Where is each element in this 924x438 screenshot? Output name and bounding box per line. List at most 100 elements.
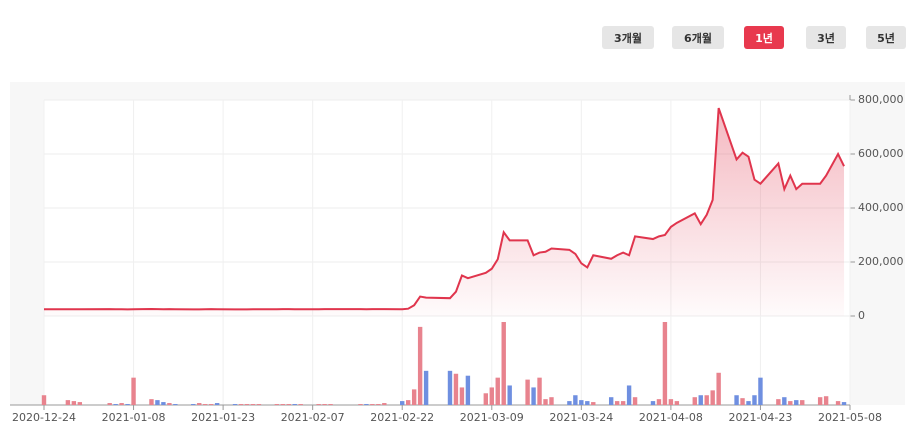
volume-bar: [411, 389, 417, 405]
volume-bar: [41, 395, 47, 405]
x-tick-label: 2021-03-24: [549, 411, 613, 424]
volume-bar: [208, 404, 214, 405]
volume-bar: [155, 400, 160, 405]
volume-bar: [531, 387, 536, 405]
volume-bar: [400, 401, 405, 405]
volume-bar: [292, 404, 297, 405]
volume-bar: [71, 401, 77, 405]
volume-bar: [453, 373, 459, 405]
volume-bar: [364, 404, 369, 405]
volume-bar: [817, 397, 823, 405]
x-tick-label: 2021-02-07: [281, 411, 345, 424]
volume-bar: [585, 401, 590, 405]
x-tick-label: 2020-12-24: [12, 411, 76, 424]
volume-bar: [537, 377, 542, 405]
volume-bar: [119, 403, 124, 405]
volume-bar: [405, 400, 411, 405]
volume-bar: [197, 403, 202, 405]
volume-bar: [65, 400, 71, 405]
volume-bar: [591, 402, 596, 405]
volume-bar: [758, 377, 763, 405]
volume-bar: [835, 401, 841, 405]
volume-bar: [650, 401, 656, 405]
volume-bar: [214, 403, 220, 405]
volume-bar: [423, 370, 429, 405]
volume-bar: [370, 404, 375, 405]
volume-bar: [244, 404, 250, 405]
volume-bar: [674, 401, 680, 405]
volume-bar: [626, 385, 632, 405]
volume-bar: [328, 404, 333, 405]
volume-bar: [782, 397, 787, 405]
volume-bar: [125, 404, 130, 405]
volume-bar: [250, 404, 256, 405]
volume-bar: [543, 399, 548, 405]
y-tick-label: 200,000: [858, 255, 904, 268]
period-button[interactable]: 5년: [866, 26, 906, 49]
x-tick-label: 2021-01-08: [102, 411, 166, 424]
y-tick-label: 800,000: [858, 93, 904, 106]
volume-bar: [382, 403, 387, 405]
volume-bar: [507, 385, 512, 405]
volume-bar: [173, 404, 178, 405]
x-tick-label: 2021-04-23: [728, 411, 792, 424]
price-line: [44, 107, 845, 311]
volume-bar: [632, 397, 638, 405]
x-tick-label: 2021-01-23: [191, 411, 255, 424]
x-tick-label: 2021-05-08: [818, 411, 882, 424]
volume-bar: [417, 326, 423, 405]
volume-bar: [740, 398, 745, 405]
y-tick-label: 600,000: [858, 147, 904, 160]
volume-bar: [203, 404, 208, 405]
price-area: [44, 108, 845, 316]
volume-bar: [131, 377, 136, 405]
volume-bar: [794, 400, 799, 405]
volume-bar: [376, 404, 381, 405]
x-tick-label: 2021-02-22: [370, 411, 434, 424]
volume-bar: [256, 404, 262, 405]
volume-bar: [465, 375, 471, 405]
volume-bar: [161, 402, 166, 405]
volume-bar: [823, 396, 829, 405]
volume-bar: [286, 404, 291, 405]
volume-bar: [668, 399, 674, 405]
volume-bar: [704, 395, 709, 405]
volume-bar: [280, 404, 286, 405]
volume-bar: [232, 404, 238, 405]
x-tick-label: 2021-03-09: [460, 411, 524, 424]
volume-bar: [776, 399, 781, 405]
volume-bar: [710, 390, 715, 405]
y-tick-label: 400,000: [858, 201, 904, 214]
volume-bar: [483, 393, 489, 405]
volume-bar: [495, 377, 500, 405]
volume-bar: [298, 404, 303, 405]
period-button[interactable]: 3년: [806, 26, 846, 49]
volume-bar: [113, 404, 118, 405]
y-tick-label: 0: [858, 309, 865, 322]
volume-bar: [567, 401, 572, 405]
volume-bar: [316, 404, 321, 405]
volume-bar: [447, 370, 453, 405]
volume-bar: [656, 399, 662, 405]
volume-bar: [459, 387, 465, 405]
volume-bar: [549, 397, 554, 405]
volume-bar: [501, 322, 506, 405]
period-button[interactable]: 3개월: [602, 26, 654, 49]
volume-bar: [662, 322, 668, 405]
volume-bar: [274, 404, 280, 405]
volume-bar: [238, 404, 244, 405]
volume-bar: [579, 400, 584, 405]
volume-bar: [716, 372, 721, 405]
volume-bar: [698, 395, 703, 405]
period-button[interactable]: 1년: [744, 26, 784, 49]
period-button[interactable]: 6개월: [672, 26, 724, 49]
volume-bar: [77, 402, 83, 405]
volume-bar: [525, 379, 530, 405]
x-tick-label: 2021-04-08: [639, 411, 703, 424]
volume-bar: [746, 401, 751, 405]
volume-bar: [788, 401, 793, 405]
volume-bar: [614, 401, 620, 405]
volume-bar: [489, 387, 494, 405]
volume-bar: [608, 397, 614, 405]
